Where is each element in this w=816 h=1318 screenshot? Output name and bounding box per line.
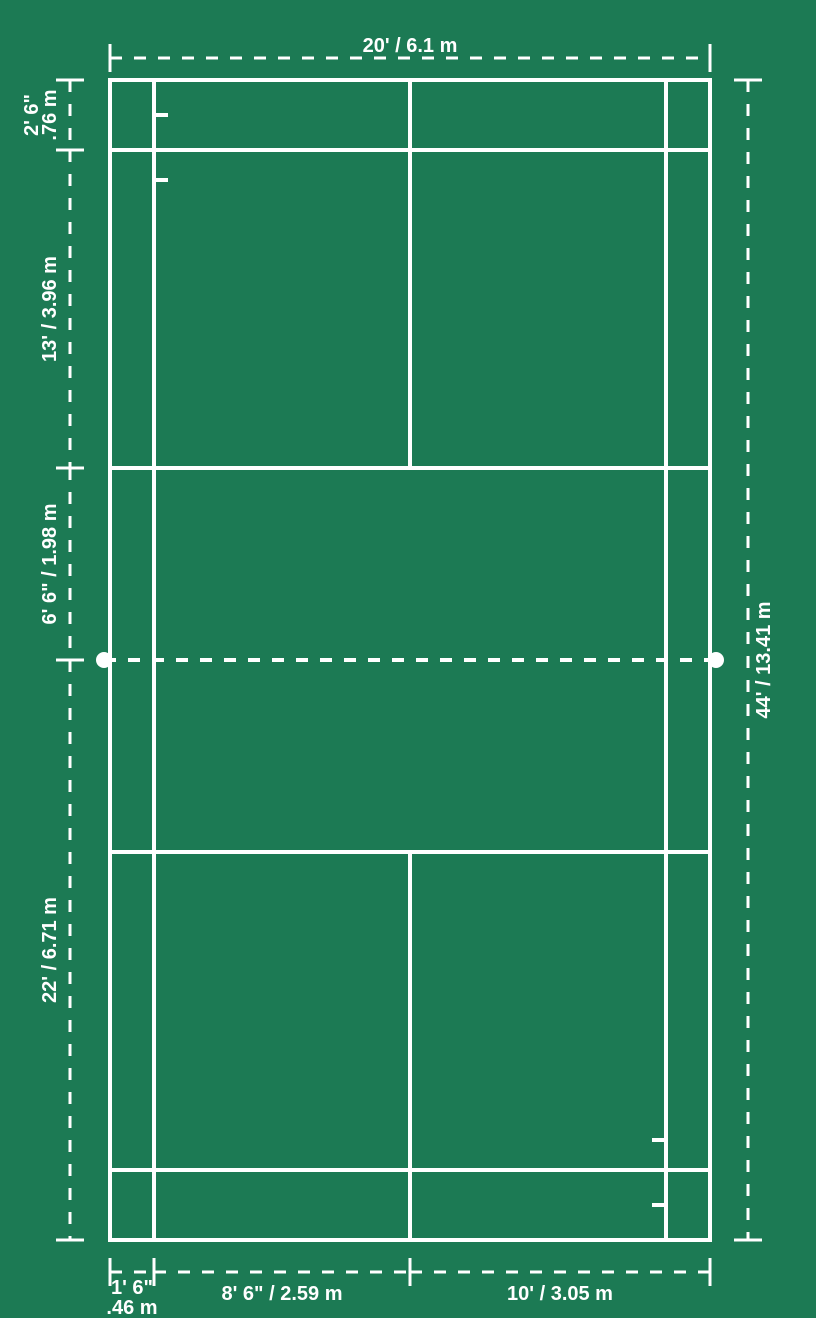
dim-back-to-short: 13' / 3.96 m — [39, 256, 61, 362]
net-line — [96, 652, 724, 668]
dim-sideline-ft: 1' 6" — [111, 1277, 153, 1299]
dim-back-doubles-m: .76 m — [39, 89, 61, 140]
dim-half-length: 22' / 6.71 m — [39, 897, 61, 1003]
dim-court-length: 44' / 13.41 m — [753, 601, 775, 718]
dimension-labels: 20' / 6.1 m44' / 13.41 m2' 6".76 m13' / … — [21, 35, 775, 1318]
dim-sideline-m: .46 m — [106, 1297, 157, 1318]
dim-half-width: 8' 6" / 2.59 m — [222, 1283, 343, 1305]
dim-court-width: 20' / 6.1 m — [363, 35, 458, 57]
dim-half-doubles-width: 10' / 3.05 m — [507, 1283, 613, 1305]
dim-short-to-net: 6' 6" / 1.98 m — [39, 504, 61, 625]
badminton-court-diagram: 20' / 6.1 m44' / 13.41 m2' 6".76 m13' / … — [0, 0, 816, 1318]
